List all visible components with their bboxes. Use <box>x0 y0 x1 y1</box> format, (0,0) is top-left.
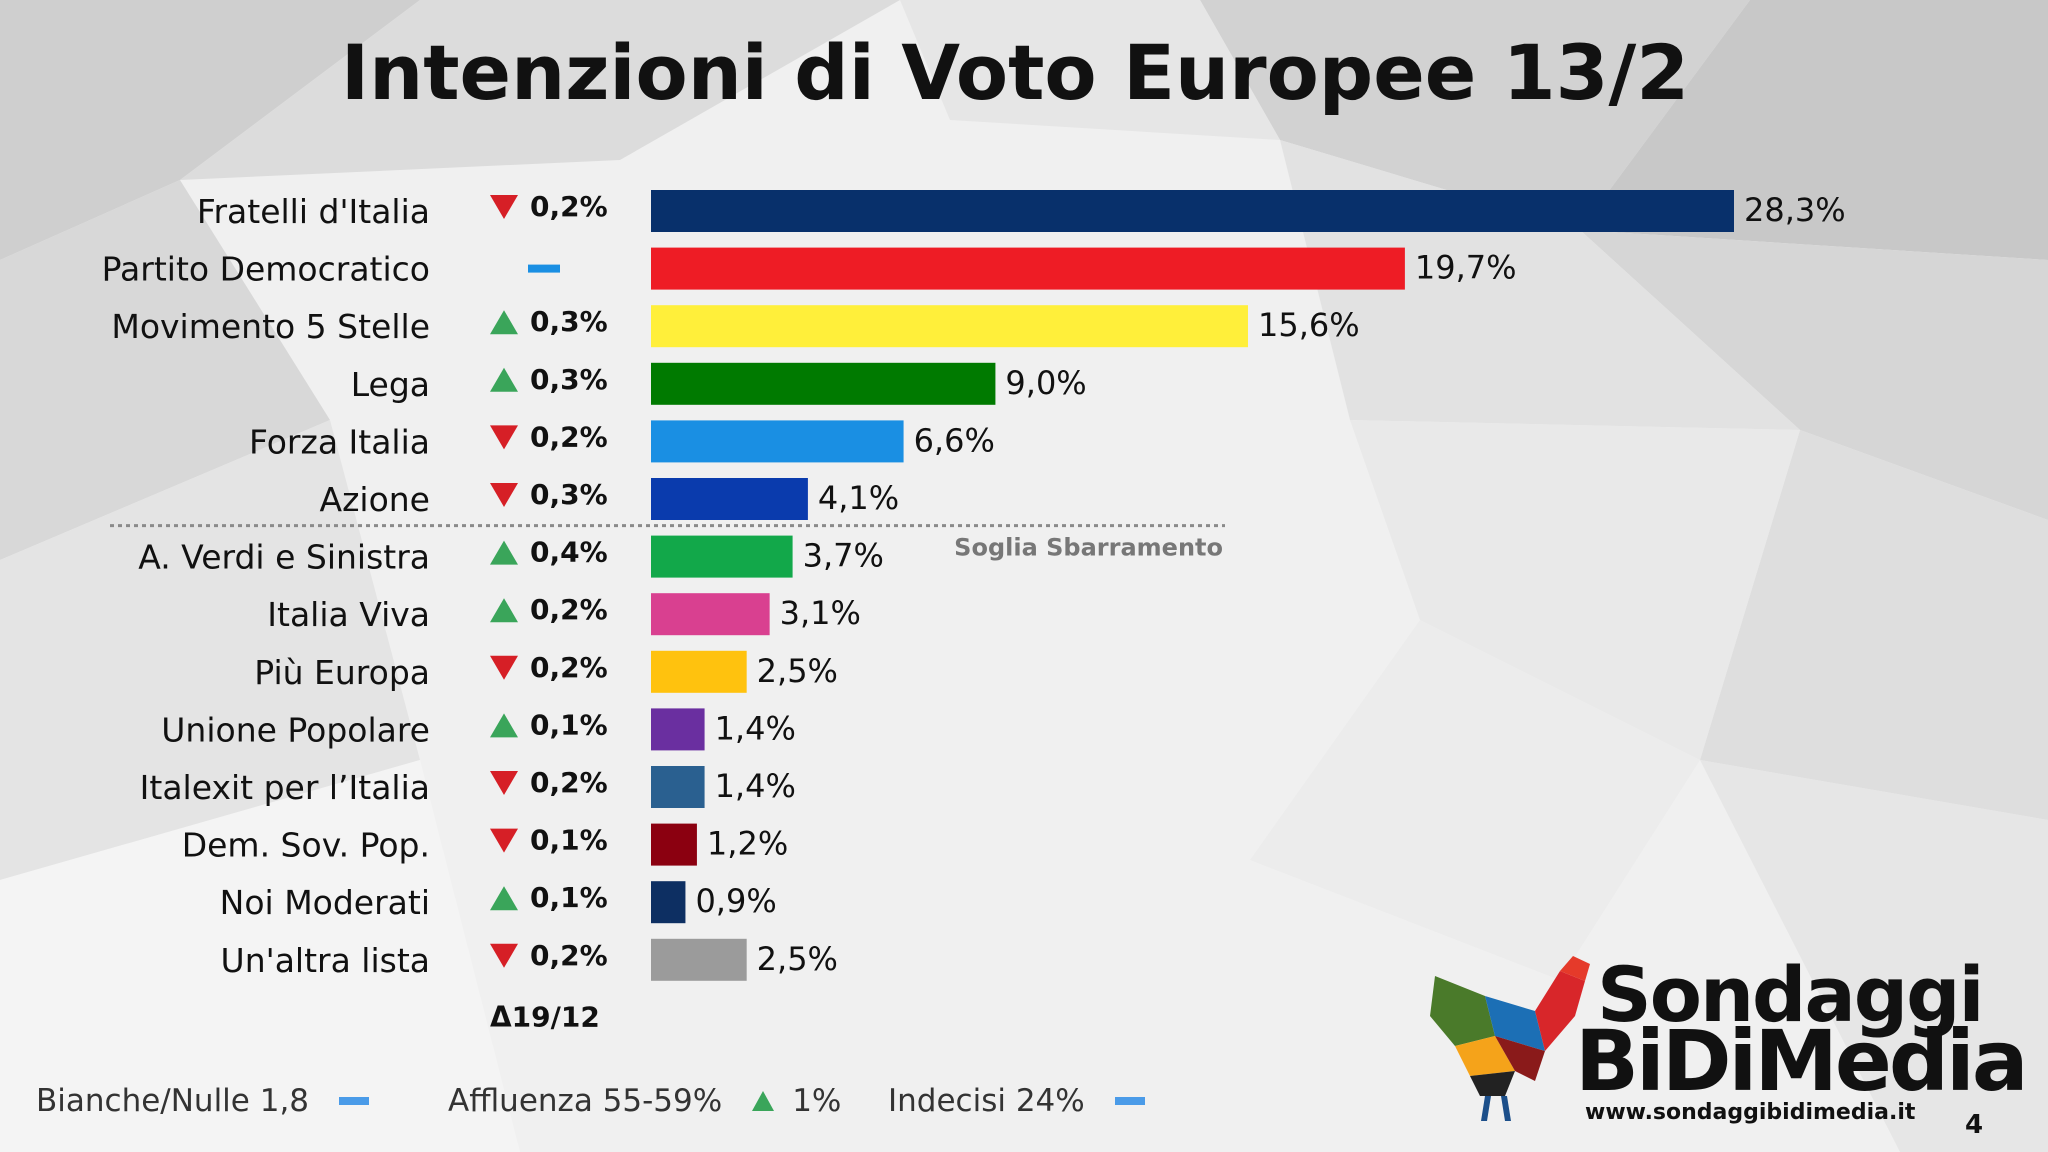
category-label: Italexit per l’Italia <box>140 768 430 807</box>
bar-value-label: 6,6% <box>914 421 995 459</box>
up-arrow-icon <box>490 367 518 392</box>
up-arrow-icon <box>490 310 518 335</box>
category-label: Italia Viva <box>267 595 430 634</box>
category-label: Dem. Sov. Pop. <box>182 826 430 865</box>
threshold-label: Soglia Sbarramento <box>954 534 1223 562</box>
no-change-dash-icon <box>1114 1097 1145 1105</box>
bar-value-label: 4,1% <box>818 479 899 517</box>
logo-wordmark-line1: Sondaggi <box>1597 950 1985 1039</box>
bar-value-label: 1,2% <box>707 825 788 863</box>
blank-null-stat: Bianche/Nulle 1,8 <box>36 1083 370 1119</box>
no-change-dash-icon <box>528 264 560 273</box>
bar <box>651 535 793 578</box>
change-value-label: 0,1% <box>530 881 608 914</box>
category-label: Noi Moderati <box>220 883 430 922</box>
down-arrow-icon <box>490 771 518 795</box>
change-value-label: 0,3% <box>530 478 608 511</box>
bar-value-label: 1,4% <box>715 767 796 805</box>
bar-value-label: 1,4% <box>715 709 796 747</box>
up-arrow-icon <box>752 1091 775 1111</box>
category-label: Più Europa <box>254 653 430 692</box>
bar-value-label: 28,3% <box>1744 191 1846 229</box>
sondaggi-bidimedia-logo: Sondaggi BiDiMedia www.sondaggibidimedia… <box>1425 950 2029 1130</box>
down-arrow-icon <box>490 425 518 450</box>
up-arrow-icon <box>490 598 518 623</box>
category-label: Un'altra lista <box>221 941 430 980</box>
change-value-label: 0,3% <box>530 305 608 338</box>
change-column-label: Δ19/12 <box>490 1000 600 1033</box>
bar-value-label: 9,0% <box>1005 364 1086 402</box>
no-change-dash-icon <box>339 1097 370 1105</box>
bar <box>651 362 996 405</box>
up-arrow-icon <box>490 540 518 565</box>
change-value-label: 0,2% <box>530 766 608 799</box>
category-label: A. Verdi e Sinistra <box>138 538 430 577</box>
bar-value-label: 3,1% <box>780 594 861 632</box>
bar <box>651 881 686 924</box>
category-label: Azione <box>320 480 430 519</box>
bar <box>651 420 904 463</box>
chart-title: Intenzioni di Voto Europee 13/2 <box>340 28 1690 117</box>
turnout-text: Affluenza 55-59% <box>448 1083 723 1119</box>
down-arrow-icon <box>490 195 518 219</box>
blank-null-text: Bianche/Nulle 1,8 <box>36 1083 310 1119</box>
page-number: 4 <box>1965 1110 1984 1140</box>
change-value-label: 0,1% <box>530 708 608 741</box>
logo-wordmark-line2: BiDiMedia <box>1575 1012 2029 1110</box>
change-value-label: 0,2% <box>530 593 608 626</box>
change-value-label: 0,4% <box>530 536 608 569</box>
down-arrow-icon <box>490 943 518 968</box>
category-label: Movimento 5 Stelle <box>111 307 430 346</box>
category-label: Partito Democratico <box>102 250 430 289</box>
undecided-stat: Indecisi 24% <box>888 1083 1145 1119</box>
bar-value-label: 0,9% <box>695 882 776 920</box>
bar-value-label: 2,5% <box>757 940 838 978</box>
category-label: Unione Popolare <box>161 710 430 749</box>
undecided-text: Indecisi 24% <box>888 1083 1085 1119</box>
change-value-label: 0,3% <box>530 363 608 396</box>
change-value-label: 0,2% <box>530 939 608 972</box>
turnout-change-text: 1% <box>792 1083 842 1119</box>
rooster-logo-icon <box>1430 956 1590 1121</box>
bar <box>651 593 770 636</box>
bar <box>651 305 1248 348</box>
down-arrow-icon <box>490 828 518 853</box>
up-arrow-icon <box>490 886 518 911</box>
bar <box>651 650 747 693</box>
category-label: Lega <box>351 365 430 404</box>
bar <box>651 190 1734 232</box>
bar <box>651 823 697 866</box>
category-label: Forza Italia <box>249 422 430 461</box>
change-value-label: 0,2% <box>530 651 608 684</box>
change-value-label: 0,2% <box>530 190 608 223</box>
down-arrow-icon <box>490 483 518 507</box>
bar <box>651 247 1405 290</box>
logo-url: www.sondaggibidimedia.it <box>1585 1100 1916 1125</box>
category-label: Fratelli d'Italia <box>197 192 430 231</box>
bar <box>651 708 705 751</box>
bar-value-label: 2,5% <box>757 652 838 690</box>
change-value-label: 0,1% <box>530 824 608 857</box>
bar <box>651 938 747 981</box>
turnout-stat: Affluenza 55-59% 1% <box>448 1083 841 1119</box>
change-value-label: 0,2% <box>530 420 608 453</box>
bar-value-label: 19,7% <box>1415 249 1517 287</box>
bar-value-label: 3,7% <box>803 537 884 575</box>
bar <box>651 478 808 520</box>
down-arrow-icon <box>490 655 518 680</box>
bar <box>651 766 705 808</box>
up-arrow-icon <box>490 713 518 738</box>
bar-value-label: 15,6% <box>1258 306 1360 344</box>
